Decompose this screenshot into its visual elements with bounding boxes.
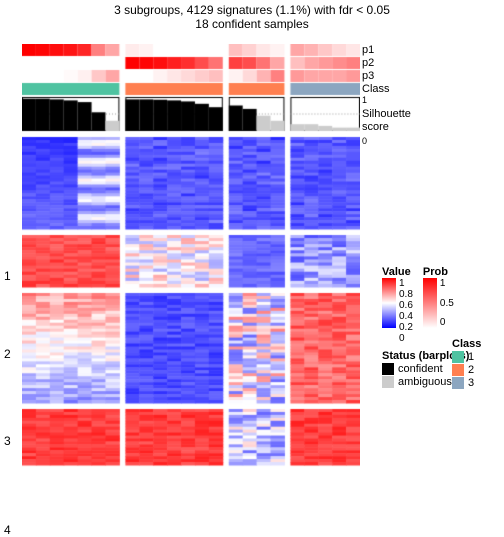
legend-item: 2: [452, 364, 481, 376]
title: 3 subgroups, 4129 signatures (1.1%) with…: [0, 0, 504, 17]
legend-title: Class: [452, 338, 481, 350]
legend-title: Prob: [423, 266, 454, 278]
legend-item: confident: [382, 363, 500, 375]
legend-tick: 0.5: [440, 298, 454, 309]
legend-title: Status (barplots): [382, 350, 500, 362]
legend-tick: 0: [440, 317, 454, 328]
row-group-label: 2: [4, 347, 11, 361]
legend-tick: 1: [440, 278, 454, 289]
silhouette-label: Silhouette: [362, 109, 411, 120]
legend-tick: 0.6: [399, 300, 413, 311]
legend-tick: 0.2: [399, 322, 413, 333]
row-group-label: 1: [4, 269, 11, 283]
annot-label-p1: p1: [362, 44, 390, 57]
legend-item: 1: [452, 351, 481, 363]
row-group-label: 4: [4, 523, 11, 537]
legend-item: ambiguous: [382, 376, 500, 388]
legend-gradient: [382, 278, 396, 328]
legend-tick: 0: [399, 333, 413, 344]
subtitle: 18 confident samples: [0, 17, 504, 35]
silhouette-max: 1: [362, 96, 411, 105]
annot-label-p2: p2: [362, 57, 390, 70]
silhouette-label2: score: [362, 122, 411, 133]
legend-gradient: [423, 278, 437, 328]
legend-title: Value: [382, 266, 413, 278]
row-group-label: 3: [4, 434, 11, 448]
legend-tick: 0.8: [399, 289, 413, 300]
legend-tick: 1: [399, 278, 413, 289]
legend-item: 3: [452, 377, 481, 389]
heatmap-canvas: [22, 44, 360, 494]
legend-tick: 0.4: [399, 311, 413, 322]
annot-label-p3: p3: [362, 70, 390, 83]
silhouette-min: 0: [362, 137, 411, 146]
